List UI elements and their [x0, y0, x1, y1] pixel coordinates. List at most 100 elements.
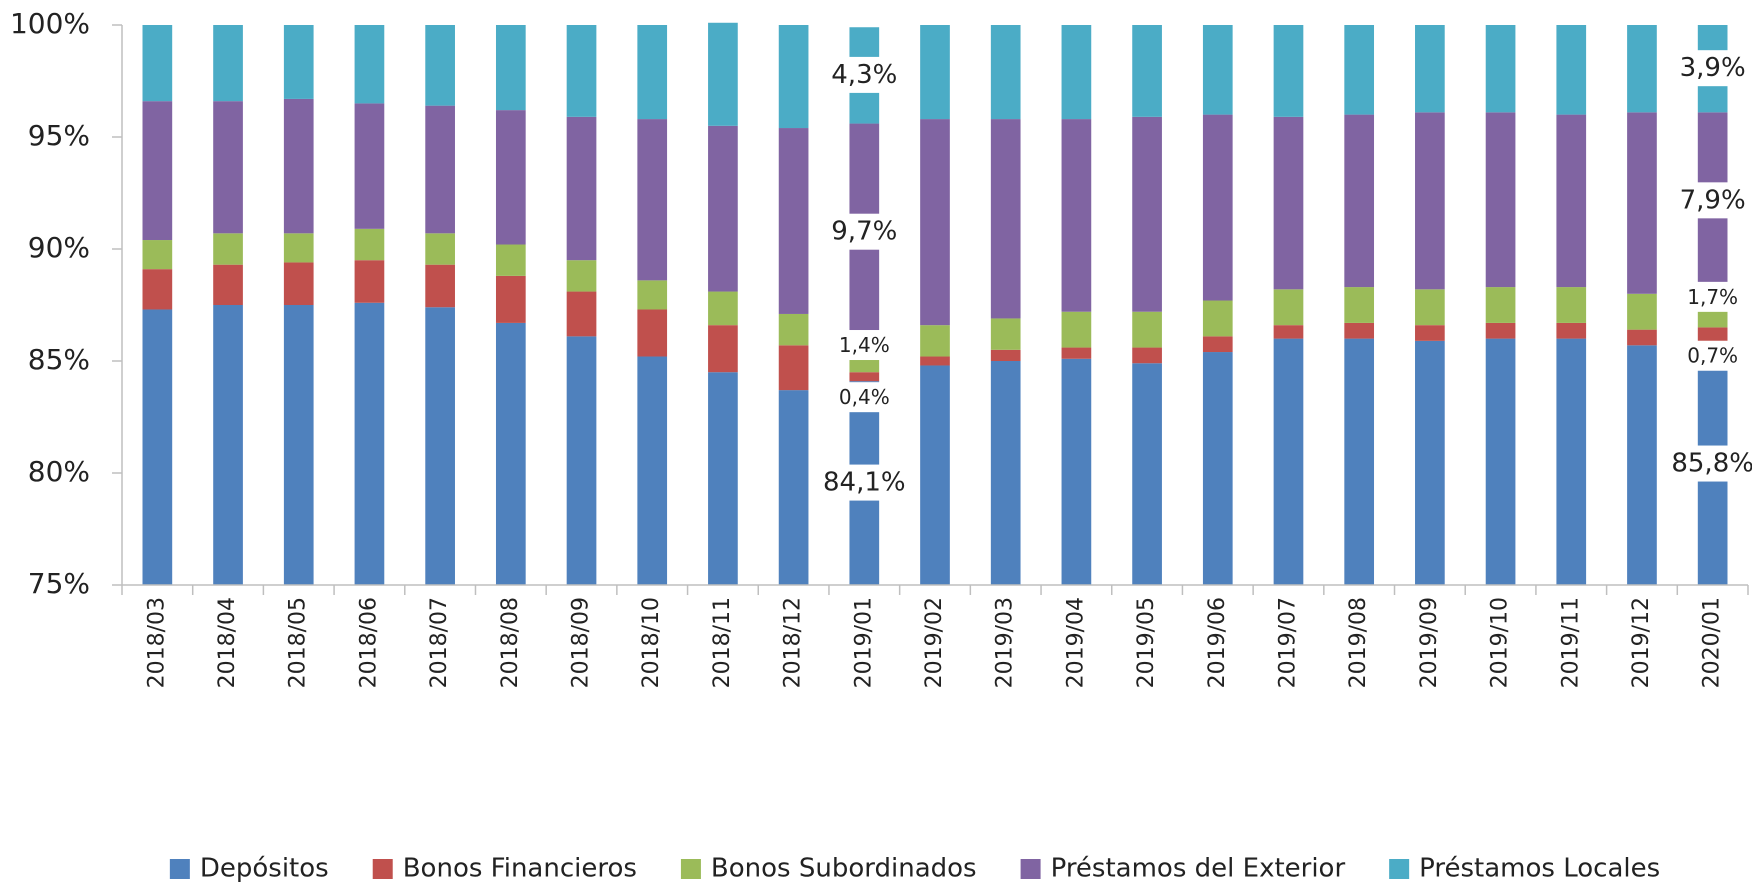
bar-segment [425, 264, 455, 308]
bar-segment [283, 305, 314, 585]
plot-area [142, 22, 1728, 585]
bar-segment [1132, 116, 1162, 312]
label-box [834, 382, 894, 413]
data-label: 84,1% [823, 468, 906, 498]
bar-segment [1627, 345, 1657, 585]
data-label: 4,3% [831, 60, 897, 90]
bar-segment [1061, 347, 1092, 359]
label-box [1675, 50, 1750, 87]
bar-segment [1132, 363, 1162, 585]
bar-segment [1485, 112, 1516, 288]
bar-segment [708, 325, 738, 373]
y-tick-label: 75% [28, 567, 90, 600]
x-tick-label: 2019/04 [1063, 597, 1088, 688]
y-tick-label: 80% [28, 455, 90, 488]
x-tick-label: 2019/10 [1488, 597, 1513, 688]
x-tick-label: 2019/07 [1275, 597, 1300, 688]
bar-segment [1202, 25, 1233, 115]
bar-segment [566, 25, 597, 117]
bar-segment [1344, 114, 1375, 288]
bar-segment [778, 345, 809, 391]
bar-segment [354, 302, 385, 585]
bar-segment [283, 25, 314, 99]
legend-swatch [169, 859, 190, 879]
x-tick-label: 2019/02 [922, 597, 947, 688]
label-box [818, 464, 910, 501]
bar-segment [778, 25, 809, 129]
bar-segment [213, 101, 243, 234]
x-tick-label: 2018/12 [781, 597, 806, 688]
bar-segment [1415, 289, 1445, 326]
bar-segment [1202, 336, 1233, 353]
label-box [827, 213, 902, 250]
bar-segment [283, 233, 314, 263]
bar-segment [1132, 311, 1162, 348]
bar-segment [425, 25, 455, 106]
x-tick-label: 2019/08 [1346, 597, 1371, 688]
data-label: 1,4% [839, 333, 890, 357]
label-box [1675, 182, 1750, 219]
legend-label: Préstamos del Exterior [1051, 854, 1346, 884]
bar-segment [1415, 112, 1445, 290]
label-box [1683, 281, 1743, 312]
data-label: 0,4% [839, 385, 890, 409]
bar-segment [1061, 25, 1092, 120]
y-tick-label: 95% [28, 119, 90, 152]
bar-segment [990, 361, 1021, 585]
bar-segment [637, 280, 668, 310]
data-label: 0,7% [1687, 344, 1738, 368]
bar-segment [142, 25, 173, 102]
x-tick-label: 2019/12 [1629, 597, 1654, 688]
bar-segment [283, 262, 314, 305]
x-tick-label: 2019/09 [1417, 597, 1442, 688]
bar-segment [213, 264, 243, 305]
bar-segment [495, 25, 526, 111]
bar-segment [637, 356, 668, 585]
bar-segment [1627, 25, 1657, 113]
bar-segment [708, 125, 738, 292]
bar-segment [1415, 25, 1445, 113]
legend-swatch [1389, 859, 1410, 879]
bar-segment [920, 365, 950, 585]
bar-segment [708, 22, 738, 126]
bar-segment [1556, 25, 1587, 115]
bar-segment [566, 336, 597, 585]
bar-segment [354, 260, 385, 303]
bar-segment [495, 322, 526, 585]
bar-segment [1061, 119, 1092, 312]
bar-segment [1627, 293, 1657, 330]
bar-segment [142, 309, 173, 585]
x-tick-label: 2018/11 [710, 597, 735, 688]
bar-segment [1273, 25, 1304, 117]
legend-label: Depósitos [200, 854, 329, 884]
data-label: 7,9% [1680, 185, 1746, 215]
bar-segment [566, 260, 597, 292]
bar-segment [1061, 358, 1092, 585]
bar-segment [637, 25, 668, 120]
bar-segment [425, 105, 455, 234]
x-tick-label: 2018/06 [356, 597, 381, 688]
bar-segment [920, 325, 950, 357]
bar-segment [142, 269, 173, 310]
bar-segment [849, 372, 880, 382]
bar-segment [708, 291, 738, 326]
bar-segment [1273, 116, 1304, 290]
bar-segment [1415, 340, 1445, 585]
bar-segment [1485, 338, 1516, 585]
y-tick-label: 85% [28, 343, 90, 376]
legend-label: Bonos Subordinados [711, 854, 977, 884]
bar-segment [1132, 25, 1162, 117]
bar-segment [213, 305, 243, 585]
bar-segment [566, 116, 597, 261]
bar-segment [778, 313, 809, 346]
bar-segment [425, 307, 455, 585]
label-box [834, 330, 894, 361]
bar-segment [708, 372, 738, 585]
bar-segment [1344, 322, 1375, 339]
label-box [1683, 340, 1743, 371]
bar-segment [1344, 25, 1375, 115]
bar-segment [1202, 114, 1233, 301]
bar-segment [213, 25, 243, 102]
